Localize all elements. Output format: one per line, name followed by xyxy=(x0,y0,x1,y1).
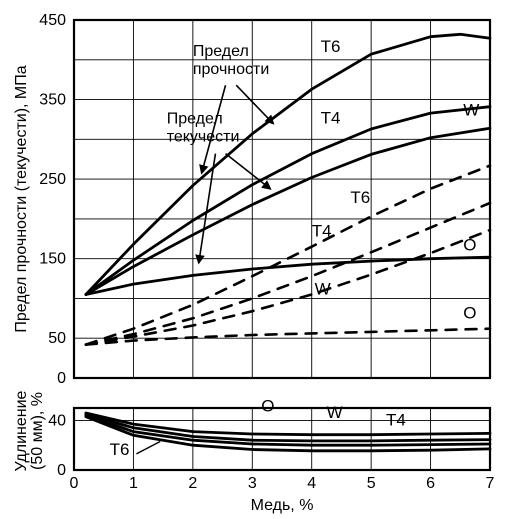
top-ylabel: Предел прочности (текучести), МПа xyxy=(13,65,30,332)
xtick: 7 xyxy=(486,475,495,492)
ytick: 450 xyxy=(39,12,66,29)
ytick-b: 40 xyxy=(48,412,66,429)
xlabel: Медь, % xyxy=(251,497,314,514)
uts-label-T6: T6 xyxy=(321,37,341,56)
bottom-ylabel-2: (50 мм), % xyxy=(29,392,46,470)
bottom-ylabel-1: Удлинение xyxy=(13,390,30,471)
ys-label-T6: T6 xyxy=(350,188,370,207)
ytick: 150 xyxy=(39,251,66,268)
ytick: 250 xyxy=(39,171,66,188)
elong-curve-O xyxy=(86,413,490,435)
top-plot-frame xyxy=(74,20,490,378)
anno-1-l2: текучести xyxy=(167,128,240,145)
uts-curve-T6 xyxy=(86,34,490,294)
svg-text:0: 0 xyxy=(57,370,66,387)
uts-curve-W xyxy=(86,128,490,294)
t6-leader xyxy=(136,441,160,453)
ytick-b: 0 xyxy=(57,462,66,479)
anno-arrow-0-1 xyxy=(236,85,273,123)
xtick: 6 xyxy=(426,475,435,492)
anno-1-l1: Предел xyxy=(167,110,223,127)
chart-svg: 50150250350450Предел прочности (текучест… xyxy=(0,0,514,519)
elong-label-W: W xyxy=(327,403,343,422)
uts-label-T4: T4 xyxy=(321,108,341,127)
anno-0-l1: Предел xyxy=(193,43,249,60)
xtick: 2 xyxy=(188,475,197,492)
xtick: 1 xyxy=(129,475,138,492)
ys-curve-W xyxy=(86,230,490,345)
ytick: 50 xyxy=(48,330,66,347)
anno-0-l2: прочности xyxy=(193,61,269,78)
elong-label-O: O xyxy=(261,397,274,416)
xtick: 5 xyxy=(367,475,376,492)
xtick: 4 xyxy=(307,475,316,492)
ytick: 350 xyxy=(39,92,66,109)
xtick: 0 xyxy=(70,475,79,492)
ys-label-T4: T4 xyxy=(312,221,332,240)
uts-curve-O xyxy=(86,257,490,294)
ys-label-O: O xyxy=(463,303,476,322)
uts-label-W: W xyxy=(463,100,479,119)
xtick: 3 xyxy=(248,475,257,492)
elong-label-T4: T4 xyxy=(386,410,406,429)
ys-label-W: W xyxy=(315,279,331,298)
anno-arrow-1-1 xyxy=(226,154,271,189)
elong-label-T6: T6 xyxy=(110,440,130,459)
ys-curve-T6 xyxy=(86,166,490,345)
